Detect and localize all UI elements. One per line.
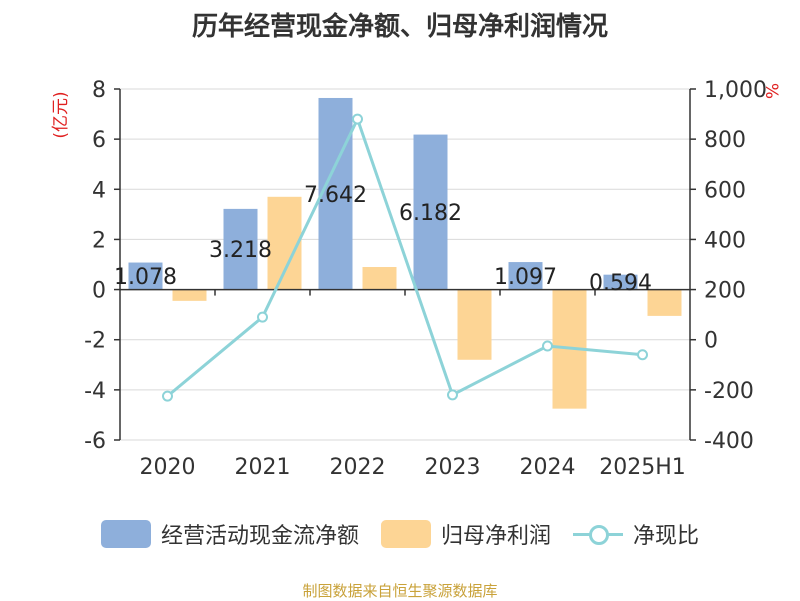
right-tick-label: -400 <box>704 429 754 454</box>
left-tick-label: -2 <box>84 329 106 354</box>
x-tick-label: 2020 <box>140 455 196 480</box>
left-tick-label: 4 <box>92 178 106 203</box>
data-label-cashflow: 1.097 <box>494 265 557 290</box>
data-label-cashflow: 6.182 <box>399 201 462 226</box>
legend-label-ratio: 净现比 <box>633 524 700 549</box>
bars <box>128 97 682 409</box>
x-tick-label: 2023 <box>425 455 481 480</box>
bar-cashflow <box>128 262 163 290</box>
legend-label-cashflow: 经营活动现金流净额 <box>160 524 359 549</box>
bar-profit <box>172 289 207 301</box>
right-axis-label: % <box>761 83 781 99</box>
legend-label-profit: 归母净利润 <box>440 524 551 549</box>
ratio-point <box>447 389 458 401</box>
right-tick-label: 0 <box>704 329 718 354</box>
legend-swatch-profit <box>380 520 431 548</box>
bar-cashflow <box>223 208 258 290</box>
source-note: 制图数据来自恒生聚源数据库 <box>302 582 498 600</box>
ratio-point <box>257 311 268 323</box>
right-tick-label: -200 <box>704 379 754 404</box>
left-tick-label: 8 <box>92 78 106 103</box>
legend-item-ratio[interactable]: 净现比 <box>573 518 699 550</box>
legend-swatch-ratio <box>573 520 623 548</box>
legend-item-cashflow[interactable]: 经营活动现金流净额 <box>100 518 359 550</box>
bar-cashflow <box>318 97 353 290</box>
left-tick-label: 2 <box>92 228 106 253</box>
right-tick-label: 200 <box>704 279 746 304</box>
legend: 经营活动现金流净额 归母净利润 净现比 <box>0 518 800 550</box>
data-label-cashflow: 1.078 <box>114 265 177 290</box>
data-label-cashflow: 3.218 <box>209 238 272 263</box>
x-tick-label: 2022 <box>330 455 386 480</box>
bar-profit <box>647 289 682 316</box>
axes: -6 -4 -2 0 2 4 6 8 -400 -200 0 200 400 600 800 1,000 (亿元… <box>51 78 781 480</box>
right-tick-label: 400 <box>704 228 746 253</box>
right-tick-label: 800 <box>704 128 746 153</box>
data-label-cashflow: 0.594 <box>589 271 652 296</box>
ratio-point <box>352 113 363 125</box>
right-tick-label: 600 <box>704 178 746 203</box>
data-label-cashflow: 7.642 <box>304 183 367 208</box>
legend-swatch-cashflow <box>100 520 151 548</box>
left-axis-label: (亿元) <box>51 91 71 138</box>
ratio-point <box>162 390 173 402</box>
chart-title: 历年经营现金净额、归母净利润情况 <box>191 12 608 42</box>
bar-profit <box>457 289 492 360</box>
right-tick-label: 1,000 <box>704 78 767 103</box>
bar-profit <box>362 267 397 290</box>
grid <box>120 88 690 441</box>
x-tick-label: 2025H1 <box>599 455 686 480</box>
x-tick-label: 2024 <box>520 455 576 480</box>
ratio-line-path <box>166 115 643 398</box>
left-tick-label: 0 <box>92 279 106 304</box>
ratio-point <box>637 349 648 361</box>
left-tick-label: -6 <box>84 429 106 454</box>
bar-cashflow <box>603 274 638 290</box>
ratio-point <box>542 340 553 352</box>
left-tick-label: -4 <box>84 379 106 404</box>
legend-item-profit[interactable]: 归母净利润 <box>380 518 551 550</box>
left-tick-label: 6 <box>92 128 106 153</box>
bar-cashflow <box>508 262 543 290</box>
x-tick-label: 2021 <box>235 455 291 480</box>
ratio-line <box>162 113 648 402</box>
data-labels: 1.078 3.218 7.642 6.182 1.097 0.594 <box>114 183 652 296</box>
bar-cashflow <box>413 134 448 290</box>
